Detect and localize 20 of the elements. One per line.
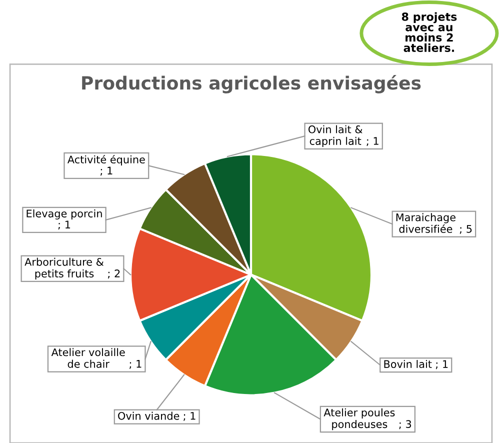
data-label: ; 1 <box>366 137 378 146</box>
slice-label: Ovin lait & caprin lait <box>308 125 362 147</box>
data-label: ; 1 <box>100 166 112 176</box>
data-label: ; 1 <box>436 360 448 370</box>
slice-label: Ovin viande <box>118 412 180 420</box>
chart-title: Productions agricoles envisagées <box>82 75 421 94</box>
text: 8 projets avec au moins 2 ateliers. <box>402 12 457 52</box>
data-label: ; 1 <box>184 412 196 421</box>
data-label: ; 3 <box>399 420 412 430</box>
data-label: ; 5 <box>460 225 472 234</box>
slice-label: Maraichage diversifiée <box>396 213 456 233</box>
slice-label: Atelier poules pondeuses <box>324 408 395 430</box>
slice-label: Activité équine <box>67 154 145 166</box>
slice-label: Elevage porcin <box>26 209 102 220</box>
slice-label: Arboriculture & petits fruits <box>24 258 104 280</box>
data-label: ; 2 <box>108 270 120 278</box>
data-label: ; 1 <box>58 220 70 230</box>
slice-label: Atelier volaille de chair <box>51 348 125 368</box>
slice-label: Bovin lait <box>384 360 432 368</box>
data-label: ; 1 <box>130 360 142 369</box>
